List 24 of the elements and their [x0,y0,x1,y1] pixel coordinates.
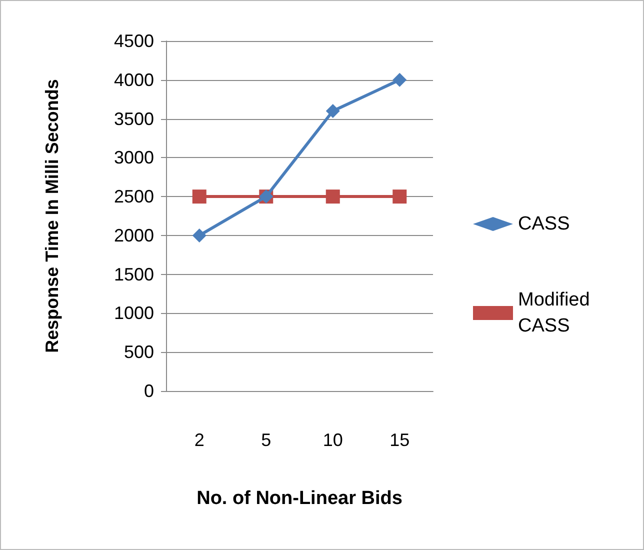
x-tick-label: 10 [322,430,343,450]
y-tick-label: 3500 [114,108,154,129]
y-tick-label: 1500 [114,264,154,284]
point [392,72,407,87]
y-tick-label: 2500 [114,186,154,207]
x-tick-label: 5 [261,430,272,450]
x-tick-label: 2 [194,430,204,450]
legend-label: CASS [518,214,570,234]
point [326,104,340,118]
y-tick-label: 500 [124,342,154,362]
point [192,228,206,242]
y-tick-label: 1000 [114,303,154,324]
point [192,190,206,204]
x-tick-label: 15 [390,430,410,450]
y-tick-label: 3000 [114,148,154,168]
y-tick-label: 4000 [114,70,154,90]
point [392,190,407,204]
y-tick-label: 2000 [114,225,154,246]
y-axis-title: Response Time In Milli Seconds [42,79,62,353]
x-axis-title: No. of Non-Linear Bids [196,488,402,509]
y-tick-label: 0 [144,381,154,401]
point [326,190,340,204]
legend-label: Modified CASS [518,290,596,336]
y-tick-label: 4500 [114,31,154,51]
